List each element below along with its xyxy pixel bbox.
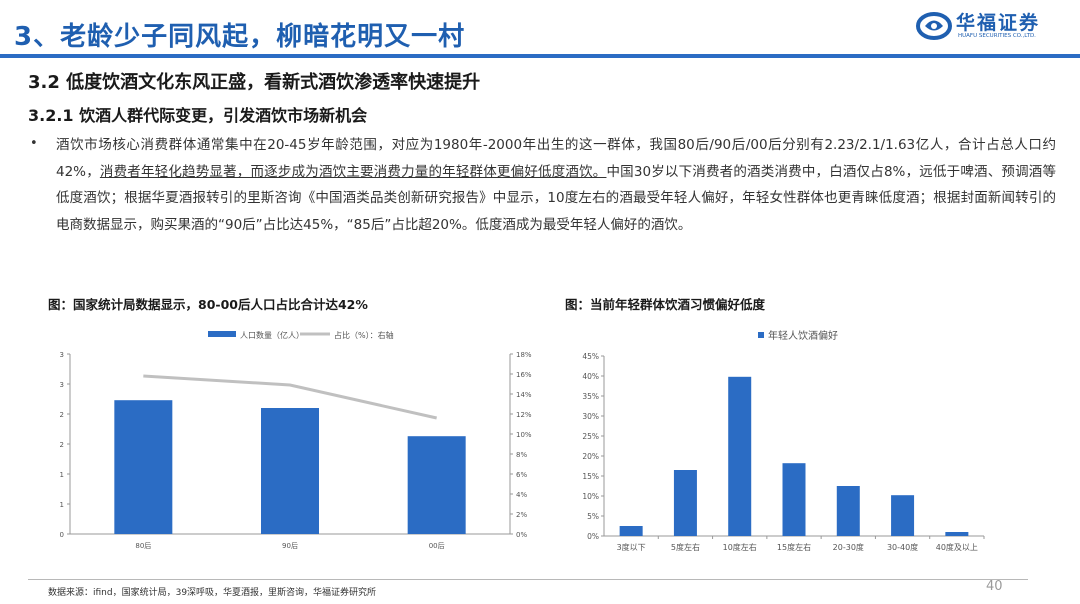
left-tick-label: 1 bbox=[60, 471, 64, 479]
left-tick-label: 3 bbox=[60, 381, 64, 389]
right-tick-label: 10% bbox=[516, 431, 532, 439]
preference-bar bbox=[619, 526, 643, 536]
x-tick-label: 00后 bbox=[429, 541, 445, 550]
right-tick-label: 6% bbox=[516, 471, 527, 479]
company-logo: 华福证券 HUAFU SECURITIES CO.,LTD. bbox=[916, 8, 1066, 44]
legend-label-population: 人口数量（亿人） bbox=[240, 330, 304, 340]
y-tick-label: 5% bbox=[587, 512, 599, 521]
right-tick-label: 16% bbox=[516, 371, 532, 379]
right-figure-caption: 图：当前年轻群体饮酒习惯偏好低度 bbox=[565, 297, 766, 312]
preference-bar bbox=[673, 470, 697, 536]
preference-bar bbox=[836, 486, 860, 536]
right-tick-label: 8% bbox=[516, 451, 527, 459]
page-number: 40 bbox=[986, 579, 1003, 594]
left-tick-label: 1 bbox=[60, 501, 64, 509]
left-tick-label: 2 bbox=[60, 411, 64, 419]
logo-text-en: HUAFU SECURITIES CO.,LTD. bbox=[958, 33, 1036, 39]
x-tick-label: 3度以下 bbox=[617, 542, 646, 552]
footer-rule bbox=[28, 579, 1028, 580]
y-tick-label: 30% bbox=[582, 412, 599, 421]
x-tick-label: 5度左右 bbox=[671, 542, 700, 552]
population-bar bbox=[407, 436, 466, 534]
y-tick-label: 35% bbox=[582, 392, 599, 401]
share-line bbox=[143, 374, 437, 420]
logo-text: 华福证券 bbox=[956, 12, 1041, 34]
x-tick-label: 90后 bbox=[282, 541, 298, 550]
preference-bar bbox=[782, 463, 806, 536]
left-tick-label: 2 bbox=[60, 441, 64, 449]
left-tick-label: 0 bbox=[60, 531, 64, 539]
y-tick-label: 25% bbox=[582, 432, 599, 441]
bullet-icon: • bbox=[30, 136, 38, 151]
left-tick-label: 3 bbox=[60, 351, 64, 359]
left-figure-caption: 图：国家统计局数据显示，80-00后人口占比合计达42% bbox=[48, 297, 368, 312]
paragraph-part-3: 中国30岁以下消费者的酒类消费中，白酒仅占8%，远低于啤酒、预调酒等低度酒饮；根… bbox=[56, 163, 1056, 233]
right-tick-label: 2% bbox=[516, 511, 527, 519]
section-heading: 3.2 低度饮酒文化东风正盛，看新式酒饮渗透率快速提升 bbox=[28, 72, 481, 93]
legend-label-share: 占比（%）：右轴 bbox=[334, 330, 394, 340]
data-source: 数据来源：ifind，国家统计局，39深呼吸，华夏酒报，里斯咨询，华福证券研究所 bbox=[48, 588, 377, 598]
y-tick-label: 0% bbox=[587, 532, 599, 541]
x-tick-label: 20-30度 bbox=[833, 542, 864, 552]
x-tick-label: 30-40度 bbox=[887, 542, 918, 552]
logo-mark-icon bbox=[916, 12, 952, 40]
body-paragraph: 酒饮市场核心消费群体通常集中在20-45岁年龄范围，对应为1980年-2000年… bbox=[56, 132, 1056, 238]
x-tick-label: 15度左右 bbox=[777, 542, 811, 552]
x-tick-label: 40度及以上 bbox=[936, 542, 978, 552]
legend-swatch bbox=[758, 332, 764, 338]
y-tick-label: 10% bbox=[582, 492, 599, 501]
right-tick-label: 18% bbox=[516, 351, 532, 359]
legend-label: 年轻人饮酒偏好 bbox=[768, 329, 838, 342]
population-bar bbox=[114, 400, 173, 534]
subsection-heading: 3.2.1 饮酒人群代际变更，引发酒饮市场新机会 bbox=[28, 106, 368, 125]
y-tick-label: 45% bbox=[582, 352, 599, 361]
population-bar bbox=[261, 408, 319, 534]
legend-swatch-population bbox=[208, 331, 236, 337]
population-chart: 人口数量（亿人） 占比（%）：右轴 0 1 1 2 2 3 3 0% 2% 4% 6% 8% 10% 12% 1… bbox=[60, 330, 532, 550]
x-tick-label: 80后 bbox=[135, 541, 151, 550]
x-tick-label: 10度左右 bbox=[723, 542, 757, 552]
preference-chart: 年轻人饮酒偏好 0% 5% 10% 15% 20% 25% 30% 35% 40% 45% 3度以下 5… bbox=[582, 329, 985, 552]
y-tick-label: 40% bbox=[582, 372, 599, 381]
preference-bar bbox=[891, 495, 915, 536]
right-tick-label: 14% bbox=[516, 391, 532, 399]
header-rule bbox=[0, 54, 1080, 58]
y-tick-label: 15% bbox=[582, 472, 599, 481]
preference-bar bbox=[945, 532, 969, 536]
paragraph-part-1: 酒饮市场核心消费群体通常集中在20-45岁年龄范围，对应为1980年-2000年… bbox=[56, 137, 1056, 180]
paragraph-underlined: 消费者年轻化趋势显著，而逐步成为酒饮主要消费力量的年轻群体更偏好低度酒饮。 bbox=[99, 163, 607, 180]
y-tick-label: 20% bbox=[582, 452, 599, 461]
right-tick-label: 12% bbox=[516, 411, 532, 419]
page-title: 3、老龄少子同风起，柳暗花明又一村 bbox=[14, 22, 466, 52]
right-tick-label: 0% bbox=[516, 531, 527, 539]
preference-bar bbox=[728, 376, 752, 536]
right-tick-label: 4% bbox=[516, 491, 527, 499]
